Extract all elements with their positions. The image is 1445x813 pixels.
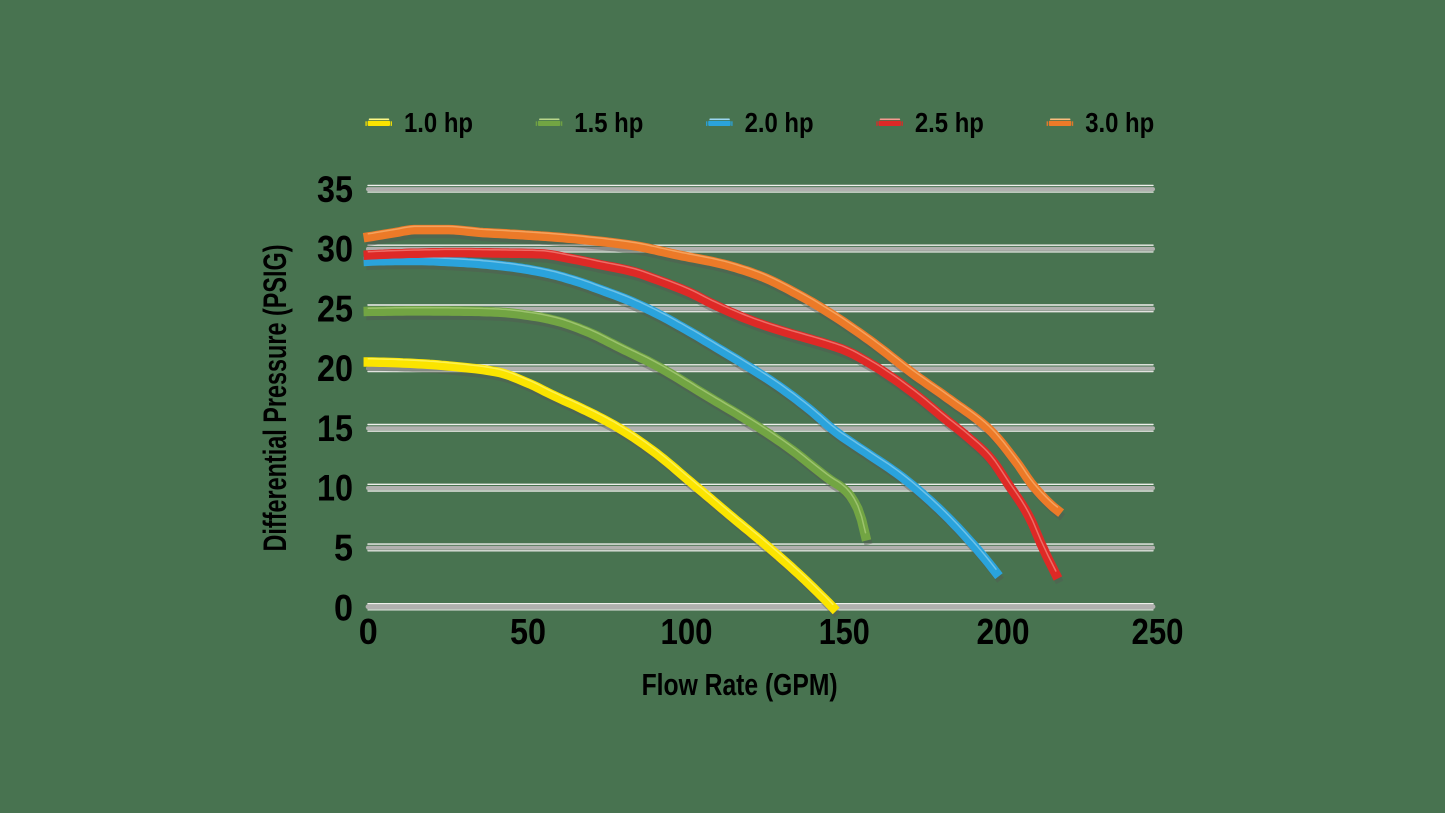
svg-text:50: 50: [510, 611, 546, 652]
svg-text:150: 150: [819, 611, 870, 652]
svg-text:2.0 hp: 2.0 hp: [745, 107, 814, 138]
svg-text:Differential Pressure (PSIG): Differential Pressure (PSIG): [257, 245, 293, 552]
svg-text:1.5 hp: 1.5 hp: [574, 107, 643, 138]
svg-text:5: 5: [334, 528, 353, 569]
svg-text:1.0 hp: 1.0 hp: [404, 107, 473, 138]
svg-text:0: 0: [334, 587, 353, 628]
svg-text:15: 15: [317, 408, 353, 449]
svg-text:30: 30: [317, 229, 353, 270]
svg-text:10: 10: [317, 468, 353, 509]
svg-text:25: 25: [317, 288, 353, 329]
svg-text:100: 100: [661, 611, 713, 652]
svg-text:250: 250: [1132, 611, 1184, 652]
svg-text:Flow Rate (GPM): Flow Rate (GPM): [642, 667, 838, 702]
svg-text:20: 20: [317, 348, 353, 389]
svg-text:200: 200: [977, 611, 1030, 652]
svg-text:35: 35: [317, 169, 353, 210]
svg-text:3.0 hp: 3.0 hp: [1085, 107, 1154, 138]
svg-text:0: 0: [359, 611, 378, 652]
svg-text:2.5 hp: 2.5 hp: [915, 107, 984, 138]
